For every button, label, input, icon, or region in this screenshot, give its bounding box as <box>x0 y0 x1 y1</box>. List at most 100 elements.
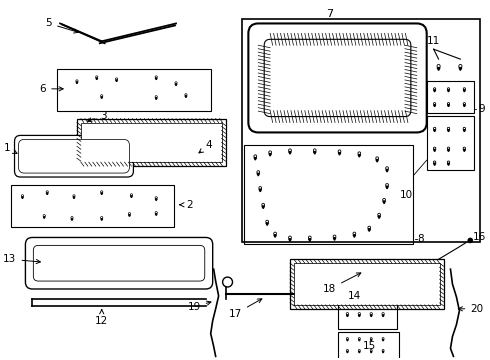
Circle shape <box>468 238 473 243</box>
Text: 19: 19 <box>188 301 211 312</box>
Circle shape <box>266 220 269 223</box>
Text: 1: 1 <box>4 143 17 153</box>
Polygon shape <box>266 223 269 225</box>
Circle shape <box>314 149 316 152</box>
Text: 4: 4 <box>199 140 212 153</box>
FancyBboxPatch shape <box>15 135 133 177</box>
Bar <box>243 19 480 242</box>
Text: 15: 15 <box>363 341 376 351</box>
Circle shape <box>76 80 78 82</box>
Polygon shape <box>447 163 449 166</box>
Circle shape <box>434 103 436 105</box>
Text: 7: 7 <box>326 9 333 19</box>
Polygon shape <box>368 229 370 231</box>
Text: 9: 9 <box>478 104 485 114</box>
Bar <box>77 118 225 166</box>
Text: 17: 17 <box>229 299 262 319</box>
Circle shape <box>447 147 450 149</box>
Polygon shape <box>434 149 436 152</box>
Circle shape <box>447 127 450 130</box>
Circle shape <box>96 76 98 78</box>
Circle shape <box>386 167 389 170</box>
Polygon shape <box>259 189 262 192</box>
FancyBboxPatch shape <box>264 39 411 117</box>
Polygon shape <box>370 315 372 317</box>
Circle shape <box>155 197 157 199</box>
Polygon shape <box>116 80 118 82</box>
Circle shape <box>382 338 384 339</box>
Circle shape <box>308 236 311 239</box>
Circle shape <box>463 127 465 130</box>
Circle shape <box>434 147 436 149</box>
Circle shape <box>73 195 75 197</box>
Polygon shape <box>185 96 187 98</box>
Circle shape <box>155 212 157 214</box>
Bar <box>427 81 474 113</box>
Text: 20: 20 <box>458 304 484 314</box>
Circle shape <box>269 151 271 154</box>
Circle shape <box>175 82 177 84</box>
Circle shape <box>437 64 440 68</box>
Text: 2: 2 <box>180 200 193 210</box>
Circle shape <box>368 226 370 229</box>
Circle shape <box>130 194 133 196</box>
Circle shape <box>434 127 436 130</box>
Bar <box>294 263 440 305</box>
Text: 6: 6 <box>40 84 63 94</box>
Polygon shape <box>101 97 102 99</box>
Polygon shape <box>437 68 440 71</box>
Polygon shape <box>73 197 75 199</box>
Polygon shape <box>447 105 449 107</box>
FancyBboxPatch shape <box>25 238 213 289</box>
Circle shape <box>447 88 450 90</box>
Polygon shape <box>76 82 78 84</box>
Polygon shape <box>359 315 360 317</box>
Bar <box>11 185 174 226</box>
Polygon shape <box>129 215 130 216</box>
Text: 18: 18 <box>323 273 361 294</box>
Polygon shape <box>434 130 436 132</box>
Polygon shape <box>447 130 449 132</box>
Circle shape <box>289 236 292 239</box>
Polygon shape <box>346 315 348 317</box>
Polygon shape <box>434 163 436 166</box>
Polygon shape <box>155 214 157 216</box>
Circle shape <box>358 312 361 315</box>
Polygon shape <box>382 315 384 317</box>
Polygon shape <box>44 217 45 219</box>
Polygon shape <box>386 186 388 189</box>
Bar <box>81 122 221 162</box>
Circle shape <box>346 338 348 339</box>
Circle shape <box>353 232 356 235</box>
Polygon shape <box>289 239 291 241</box>
Circle shape <box>100 217 103 219</box>
Circle shape <box>459 64 462 68</box>
Polygon shape <box>101 193 102 195</box>
Circle shape <box>434 88 436 90</box>
Circle shape <box>185 94 187 96</box>
Polygon shape <box>155 98 157 100</box>
Text: 14: 14 <box>348 291 361 301</box>
Text: 13: 13 <box>3 254 40 264</box>
Circle shape <box>386 184 389 186</box>
Polygon shape <box>386 170 388 172</box>
Polygon shape <box>155 199 157 201</box>
Circle shape <box>463 88 465 90</box>
Circle shape <box>370 312 372 315</box>
Polygon shape <box>464 130 465 132</box>
Polygon shape <box>464 105 465 107</box>
Polygon shape <box>289 152 291 154</box>
Polygon shape <box>269 154 271 156</box>
Circle shape <box>434 161 436 163</box>
Polygon shape <box>257 174 260 176</box>
Circle shape <box>289 149 292 152</box>
Polygon shape <box>464 90 465 92</box>
Polygon shape <box>378 216 380 219</box>
Circle shape <box>257 171 260 174</box>
FancyBboxPatch shape <box>19 139 129 173</box>
Bar <box>245 145 413 244</box>
Circle shape <box>262 203 265 206</box>
Polygon shape <box>22 197 24 199</box>
FancyBboxPatch shape <box>33 246 205 281</box>
Text: 5: 5 <box>46 18 78 33</box>
